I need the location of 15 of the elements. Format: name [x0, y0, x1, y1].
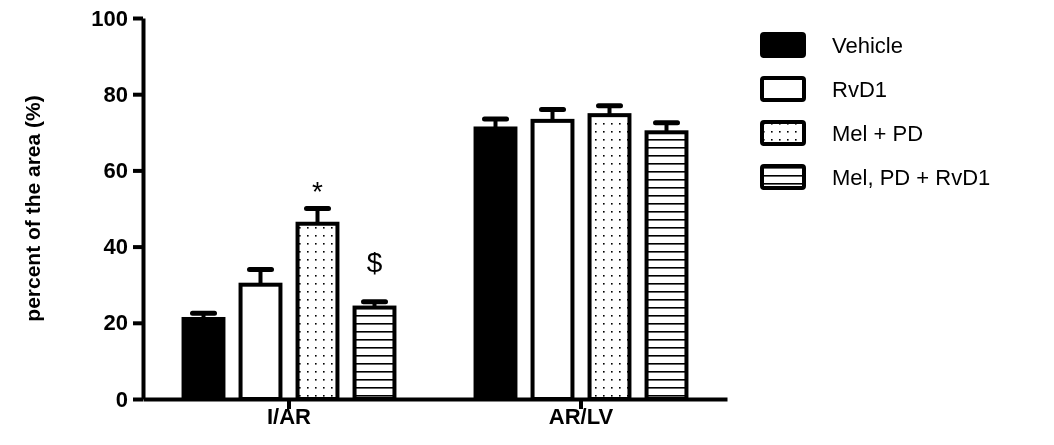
x-tick-label: AR/LV	[548, 404, 614, 430]
y-tick-label: 60	[103, 157, 128, 183]
y-axis-title: percent of the area (%)	[21, 95, 44, 322]
y-tick-label: 80	[103, 81, 128, 107]
legend-label: RvD1	[832, 76, 888, 102]
legend-label: Mel, PD + RvD1	[832, 164, 991, 190]
annotation: *	[312, 176, 324, 207]
y-tick-label: 100	[91, 5, 128, 31]
y-tick-label: 0	[115, 386, 128, 412]
annotation: $	[366, 247, 383, 279]
legend-label: Mel + PD	[832, 120, 924, 146]
x-tick-label: I/AR	[267, 404, 312, 430]
legend-label: Vehicle	[832, 32, 903, 58]
y-tick-label: 40	[103, 234, 128, 260]
y-tick-label: 20	[103, 310, 128, 336]
